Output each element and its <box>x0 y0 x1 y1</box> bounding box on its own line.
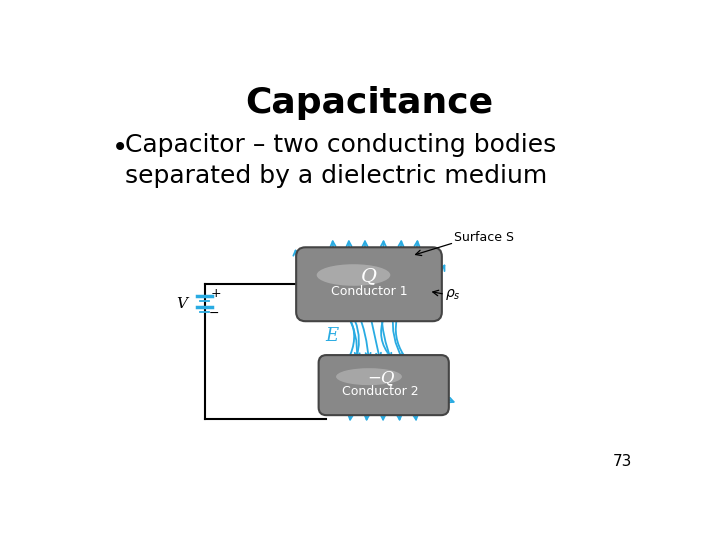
Text: −: − <box>410 396 421 410</box>
FancyArrowPatch shape <box>346 312 360 358</box>
FancyArrowPatch shape <box>422 266 444 287</box>
Text: +: + <box>396 306 407 319</box>
Text: −: − <box>323 358 335 372</box>
FancyArrowPatch shape <box>415 241 420 260</box>
Text: •: • <box>112 134 128 162</box>
FancyArrowPatch shape <box>358 312 371 358</box>
Text: Capacitor – two conducting bodies
separated by a dielectric medium: Capacitor – two conducting bodies separa… <box>125 132 556 188</box>
FancyArrowPatch shape <box>398 241 403 260</box>
Text: +: + <box>375 310 386 323</box>
FancyArrowPatch shape <box>397 404 402 420</box>
Text: +: + <box>328 249 340 262</box>
Text: −: − <box>332 396 344 410</box>
Text: $\rho_s$: $\rho_s$ <box>445 287 461 302</box>
FancyArrowPatch shape <box>396 294 420 372</box>
FancyArrowPatch shape <box>369 312 381 358</box>
Text: −Q: −Q <box>367 369 395 386</box>
FancyArrowPatch shape <box>381 404 385 420</box>
Text: −: − <box>371 404 382 418</box>
FancyArrowPatch shape <box>364 404 369 420</box>
Text: −: − <box>390 402 402 416</box>
Text: +: + <box>210 287 221 300</box>
Text: −: − <box>209 307 220 320</box>
FancyBboxPatch shape <box>296 247 442 321</box>
Ellipse shape <box>336 368 402 385</box>
FancyArrowPatch shape <box>330 241 336 260</box>
Text: −: − <box>361 351 373 365</box>
FancyArrowPatch shape <box>381 313 391 359</box>
FancyArrowPatch shape <box>381 294 411 373</box>
Text: Conductor 1: Conductor 1 <box>330 286 408 299</box>
Text: +: + <box>334 307 345 320</box>
Text: V: V <box>176 297 188 311</box>
Text: −: − <box>426 372 437 386</box>
FancyArrowPatch shape <box>392 313 402 359</box>
FancyArrowPatch shape <box>348 404 353 420</box>
Text: −: − <box>382 351 394 365</box>
Text: −: − <box>402 354 413 368</box>
Text: +: + <box>349 245 361 259</box>
Text: +: + <box>369 245 381 258</box>
Text: Q: Q <box>361 267 377 286</box>
FancyBboxPatch shape <box>319 355 449 415</box>
Text: 73: 73 <box>613 454 632 469</box>
Text: Capacitance: Capacitance <box>245 86 493 120</box>
Text: +: + <box>310 257 320 270</box>
FancyArrowPatch shape <box>432 383 454 402</box>
Text: −: − <box>351 402 363 416</box>
Text: +: + <box>412 268 423 281</box>
Text: Conductor 2: Conductor 2 <box>342 385 419 398</box>
Ellipse shape <box>317 264 390 286</box>
FancyArrowPatch shape <box>293 251 314 279</box>
Text: +: + <box>356 310 366 323</box>
FancyArrowPatch shape <box>325 293 354 371</box>
Text: −: − <box>341 354 353 368</box>
FancyArrowPatch shape <box>362 241 367 260</box>
FancyArrowPatch shape <box>413 404 418 420</box>
Text: −: − <box>317 376 328 390</box>
Text: +: + <box>389 249 400 262</box>
Text: +: + <box>300 275 311 288</box>
Text: +: + <box>313 301 324 314</box>
FancyArrowPatch shape <box>346 241 351 260</box>
FancyArrowPatch shape <box>336 294 359 371</box>
Text: Surface S: Surface S <box>454 231 514 244</box>
Text: E: E <box>325 327 338 345</box>
FancyArrowPatch shape <box>381 241 386 260</box>
